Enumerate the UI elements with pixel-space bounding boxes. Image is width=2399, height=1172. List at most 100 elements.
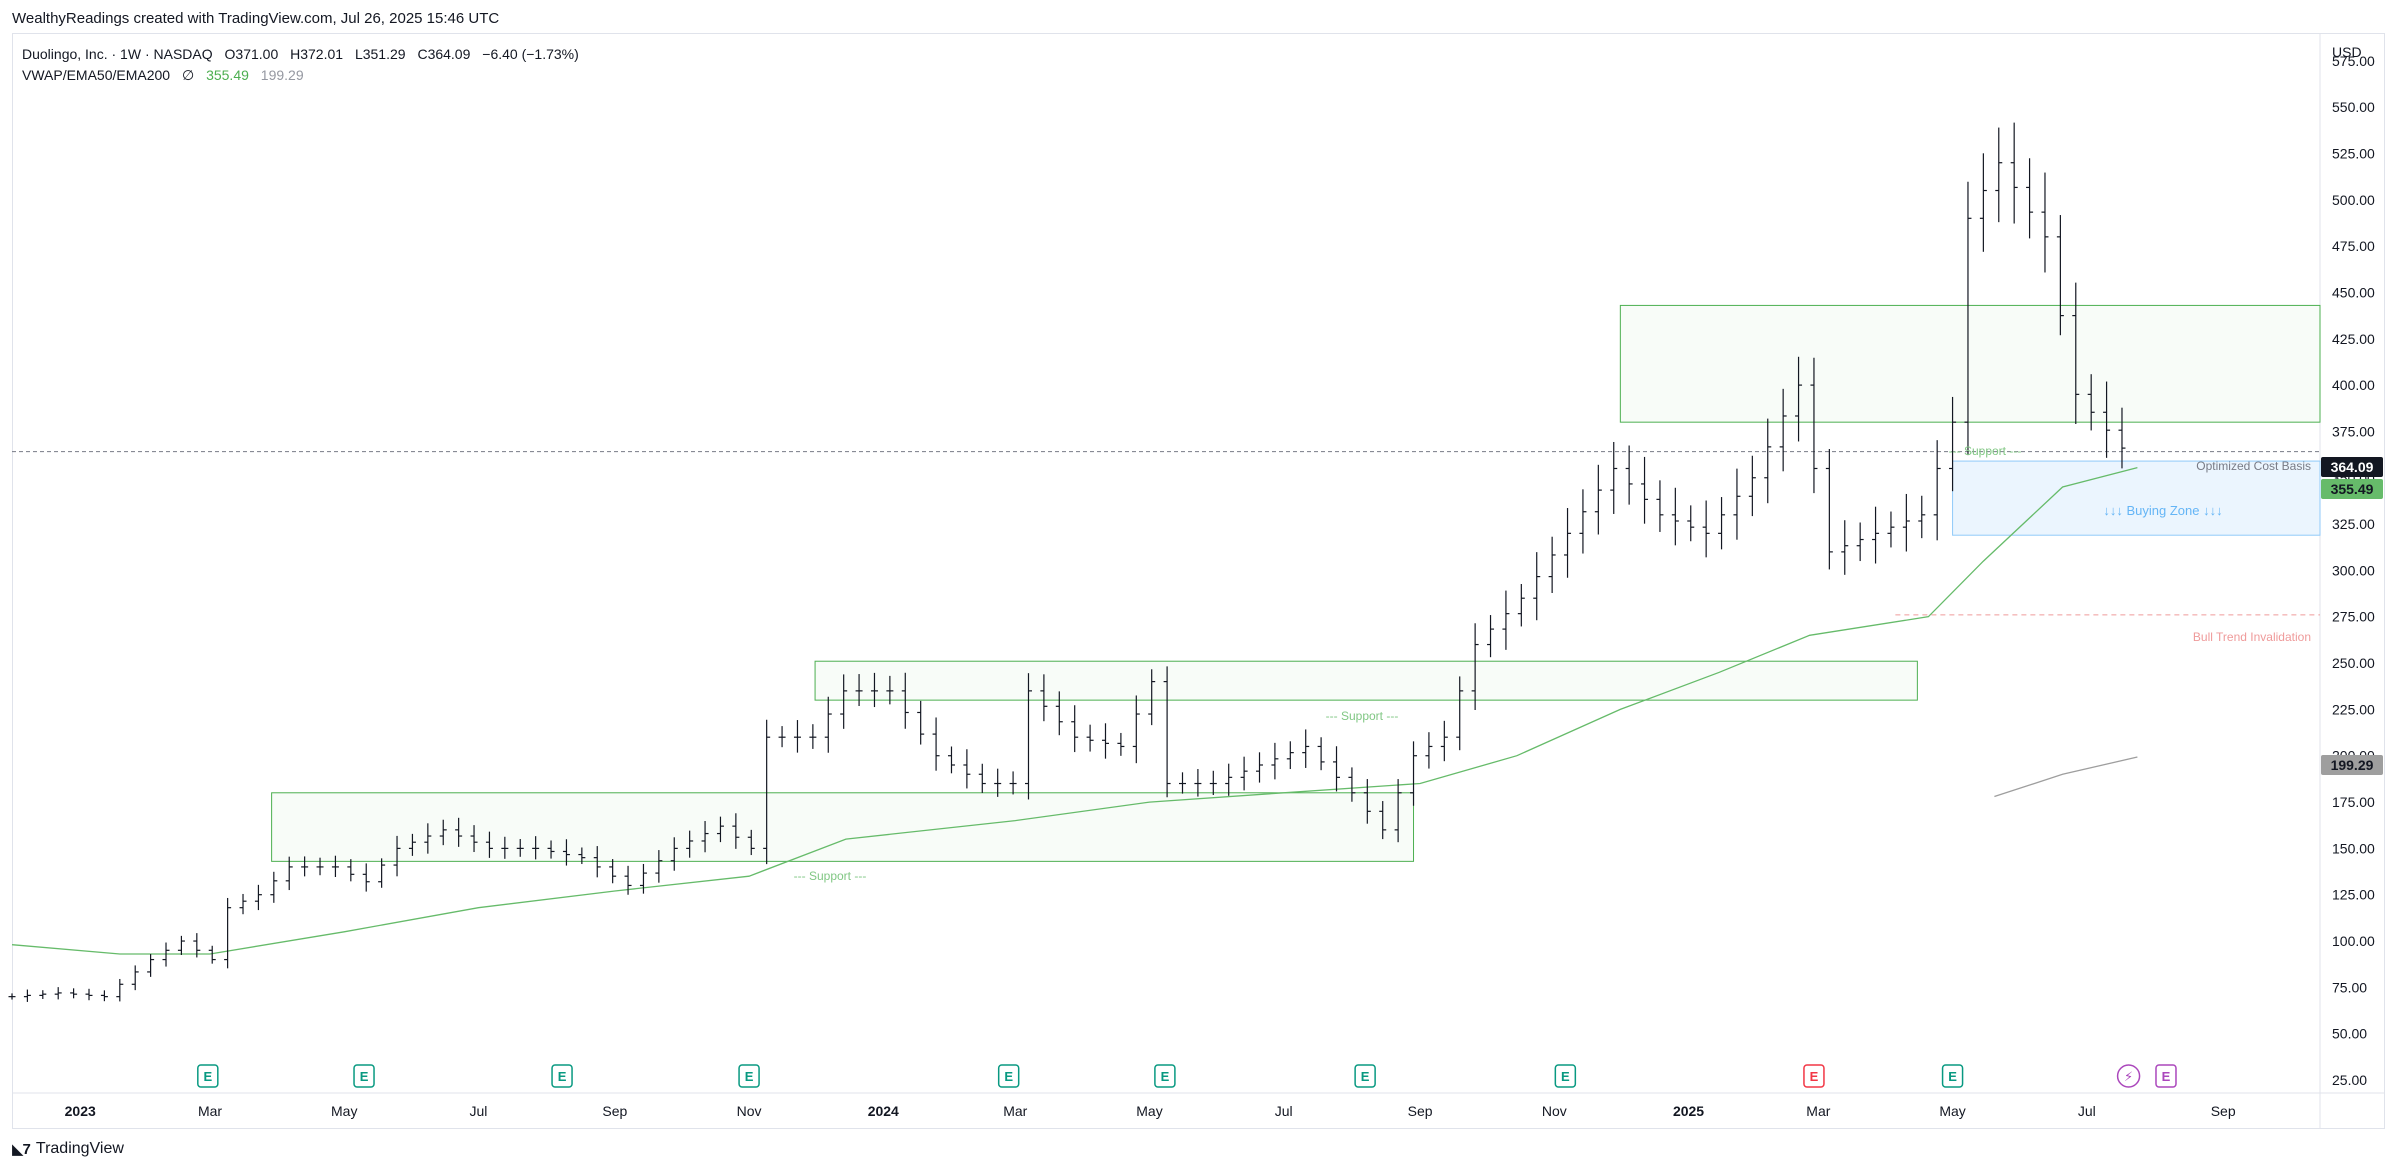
time-tick-label: Mar xyxy=(1003,1103,1027,1119)
bars-layer xyxy=(8,122,2126,1002)
last-price-tag: 364.09 xyxy=(2331,459,2374,475)
earnings-icon xyxy=(738,1064,760,1088)
earnings-glyph: E xyxy=(1810,1069,1819,1084)
price-axis[interactable]: 25.00 50.00 75.00 100.00 125.00 150.00 175.00 2… xyxy=(2332,53,2375,1088)
price-tick-label: 475.00 xyxy=(2332,238,2375,254)
ema-layer xyxy=(11,466,2138,955)
invalidation-label: Bull Trend Invalidation xyxy=(2193,630,2311,644)
buying-zone xyxy=(1952,460,2321,536)
time-tick-label: Jul xyxy=(2078,1103,2096,1119)
earnings-glyph: E xyxy=(558,1069,567,1084)
price-tick-label: 550.00 xyxy=(2332,99,2375,115)
zones-layer xyxy=(271,304,2321,862)
price-tick-label: 25.00 xyxy=(2332,1072,2367,1088)
price-tick-label: 150.00 xyxy=(2332,840,2375,856)
time-tick-label: 2025 xyxy=(1673,1103,1704,1119)
chart-frame xyxy=(12,33,2385,1129)
support-label-lower: --- Support --- xyxy=(794,869,867,883)
time-tick-label: 2024 xyxy=(868,1103,899,1119)
currency-label[interactable]: USD xyxy=(2332,44,2362,60)
chart-credit: WealthyReadings created with TradingView… xyxy=(12,10,500,27)
time-tick-label: Nov xyxy=(737,1103,762,1119)
support-zone xyxy=(814,660,1918,701)
time-tick-label: Mar xyxy=(1806,1103,1830,1119)
support-label-upper: --- Support --- xyxy=(1949,444,2022,458)
legend-indicator-row: VWAP/EMA50/EMA200 ∅ 355.49 199.29 xyxy=(22,65,579,86)
earnings-glyph: E xyxy=(1948,1069,1957,1084)
last-price-tag-bg xyxy=(2321,457,2383,477)
price-tick-label: 375.00 xyxy=(2332,423,2375,439)
ema200-tag: 199.29 xyxy=(2331,757,2374,773)
legend-change: −6.40 (−1.73%) xyxy=(482,46,579,62)
buying-zone-label: ↓↓↓ Buying Zone ↓↓↓ xyxy=(2103,503,2222,518)
earnings-glyph: E xyxy=(1004,1069,1013,1084)
price-tags: 364.09 355.49 199.29 xyxy=(2321,457,2383,775)
legend-indicator-name[interactable]: VWAP/EMA50/EMA200 xyxy=(22,67,171,83)
legend-indicator-symbol: ∅ xyxy=(181,67,195,83)
price-tick-label: 100.00 xyxy=(2332,933,2375,949)
legend-low: L351.29 xyxy=(354,46,406,62)
time-tick-label: May xyxy=(1939,1103,1965,1119)
price-tick-label: 425.00 xyxy=(2332,331,2375,347)
earnings-icon xyxy=(1154,1064,1176,1088)
time-tick-label: May xyxy=(331,1103,357,1119)
dividend-bolt-icon xyxy=(2116,1064,2141,1088)
earnings-icon xyxy=(1803,1064,1825,1088)
footer-brand[interactable]: TradingView xyxy=(35,1140,124,1157)
earnings-icon xyxy=(1941,1064,1964,1088)
price-tick-label: 525.00 xyxy=(2332,145,2375,161)
earnings-icon xyxy=(1554,1064,1577,1088)
chart-legend: Duolingo, Inc. · 1W · NASDAQ O371.00 H37… xyxy=(22,44,579,86)
price-tick-label: 175.00 xyxy=(2332,794,2375,810)
time-tick-label: 2023 xyxy=(65,1103,96,1119)
price-tick-label: 450.00 xyxy=(2332,284,2375,300)
price-tick-label: 50.00 xyxy=(2332,1026,2367,1042)
price-tick-label: 225.00 xyxy=(2332,701,2375,717)
time-tick-label: Mar xyxy=(198,1103,222,1119)
earnings-glyph: E xyxy=(1161,1069,1170,1084)
annotations-layer: --- Support --- --- Support --- --- Supp… xyxy=(794,444,2311,883)
lines-layer xyxy=(12,451,2320,616)
time-tick-label: Sep xyxy=(602,1103,627,1119)
earnings-layer: E E E E E E E E E E ⚡ E xyxy=(197,1064,2177,1088)
support-label-middle: --- Support --- xyxy=(1326,709,1399,723)
support-zone xyxy=(1619,304,2321,423)
time-tick-label: Jul xyxy=(1275,1103,1293,1119)
time-axis[interactable]: 2023 Mar May Jul Sep Nov 2024 Mar May Jul Sep Nov 20… xyxy=(65,1103,2236,1119)
legend-ema50-value: 355.49 xyxy=(206,67,249,83)
cost-basis-label: Optimized Cost Basis xyxy=(2196,459,2311,473)
ema50-tag: 355.49 xyxy=(2331,481,2374,497)
price-tick-label: 250.00 xyxy=(2332,655,2375,671)
earnings-icon xyxy=(197,1064,219,1088)
price-tick-label: 300.00 xyxy=(2332,562,2375,578)
earnings-glyph: E xyxy=(203,1069,212,1084)
time-tick-label: Jul xyxy=(469,1103,487,1119)
legend-high: H372.01 xyxy=(290,46,344,62)
price-tick-label: 500.00 xyxy=(2332,192,2375,208)
earnings-glyph: E xyxy=(2162,1069,2171,1084)
price-tick-label: 125.00 xyxy=(2332,887,2375,903)
price-tick-label: 275.00 xyxy=(2332,609,2375,625)
legend-ohlc-row: Duolingo, Inc. · 1W · NASDAQ O371.00 H37… xyxy=(22,44,579,65)
price-tick-label: 75.00 xyxy=(2332,979,2367,995)
earnings-icon xyxy=(353,1064,375,1088)
dividend-bolt-glyph: ⚡ xyxy=(2124,1069,2133,1084)
earnings-icon xyxy=(997,1064,1020,1088)
support-zone xyxy=(271,792,1415,862)
earnings-icon xyxy=(551,1064,573,1088)
tradingview-logo-icon[interactable]: ◣7 xyxy=(12,1141,31,1158)
footer: ◣7 TradingView xyxy=(12,1140,124,1158)
ema200-line xyxy=(1994,756,2138,798)
ema200-tag-bg xyxy=(2321,755,2383,775)
price-tick-label: 400.00 xyxy=(2332,377,2375,393)
time-tick-label: Nov xyxy=(1542,1103,1567,1119)
legend-ema200-value: 199.29 xyxy=(260,67,304,83)
earnings-icon xyxy=(1354,1064,1376,1088)
ema50-line xyxy=(11,466,2138,955)
legend-open: O371.00 xyxy=(224,46,279,62)
time-tick-label: Sep xyxy=(1408,1103,1433,1119)
earnings-icon xyxy=(2155,1064,2177,1088)
time-tick-label: May xyxy=(1136,1103,1162,1119)
legend-symbol[interactable]: Duolingo, Inc. · 1W · NASDAQ xyxy=(22,46,213,62)
